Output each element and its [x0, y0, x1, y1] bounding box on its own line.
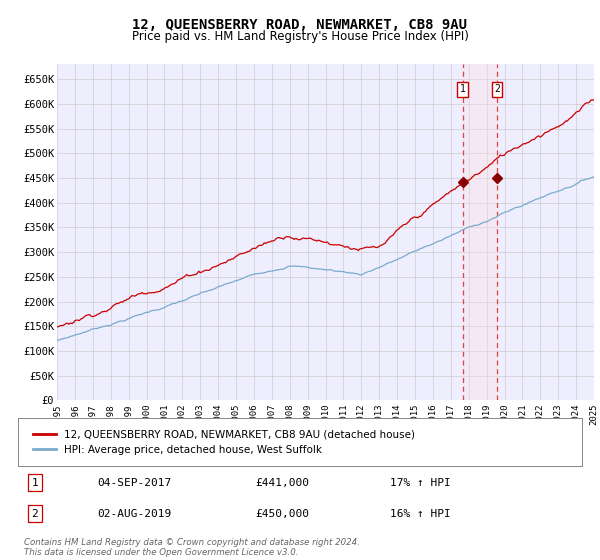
Text: £450,000: £450,000 — [255, 508, 309, 519]
Text: Price paid vs. HM Land Registry's House Price Index (HPI): Price paid vs. HM Land Registry's House … — [131, 30, 469, 44]
Text: 2: 2 — [494, 84, 500, 94]
Text: 17% ↑ HPI: 17% ↑ HPI — [390, 478, 451, 488]
Text: £441,000: £441,000 — [255, 478, 309, 488]
Text: 02-AUG-2019: 02-AUG-2019 — [97, 508, 171, 519]
Bar — [463, 64, 497, 400]
Legend: 12, QUEENSBERRY ROAD, NEWMARKET, CB8 9AU (detached house), HPI: Average price, d: 12, QUEENSBERRY ROAD, NEWMARKET, CB8 9AU… — [29, 426, 419, 459]
Text: 16% ↑ HPI: 16% ↑ HPI — [390, 508, 451, 519]
Text: Contains HM Land Registry data © Crown copyright and database right 2024.
This d: Contains HM Land Registry data © Crown c… — [24, 538, 360, 557]
Text: 1: 1 — [460, 84, 466, 94]
Text: 2: 2 — [32, 508, 38, 519]
Text: 04-SEP-2017: 04-SEP-2017 — [97, 478, 171, 488]
Text: 12, QUEENSBERRY ROAD, NEWMARKET, CB8 9AU: 12, QUEENSBERRY ROAD, NEWMARKET, CB8 9AU — [133, 17, 467, 31]
Text: 1: 1 — [32, 478, 38, 488]
